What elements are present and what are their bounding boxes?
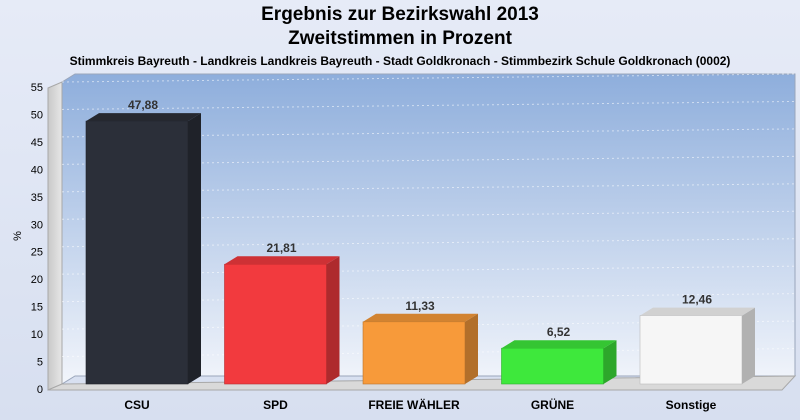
bar-side <box>742 307 755 384</box>
bar-front <box>639 315 743 385</box>
bar-top <box>501 340 617 349</box>
gridline <box>61 155 796 165</box>
bar-front <box>224 263 327 385</box>
bar-front <box>85 120 189 385</box>
y-tick-label: 10 <box>31 329 43 341</box>
y-tick-label: 25 <box>31 247 43 259</box>
gridline <box>61 210 796 220</box>
bar-value-label: 6,52 <box>547 325 571 339</box>
x-category-label: Sonstige <box>666 398 717 412</box>
bar-side <box>603 340 617 384</box>
x-category-label: GRÜNE <box>531 397 574 412</box>
y-tick-label: 50 <box>31 109 43 121</box>
y-tick-label: 20 <box>31 274 43 286</box>
bar-sonstige <box>639 307 755 385</box>
plot-side-wall <box>47 81 63 391</box>
y-tick-label: 15 <box>31 302 43 314</box>
bar-value-label: 12,46 <box>682 293 712 307</box>
y-tick-label: 55 <box>31 82 43 94</box>
chart-subtitle: Stimmkreis Bayreuth - Landkreis Landkrei… <box>69 54 731 68</box>
bar-side <box>326 256 340 384</box>
x-category-label: FREIE WÄHLER <box>368 397 460 412</box>
bar-top <box>224 256 340 265</box>
y-axis-label: % <box>12 231 24 241</box>
bar-value-label: 21,81 <box>266 241 296 255</box>
x-category-label: SPD <box>263 398 288 412</box>
bar-freie-w-hler <box>362 313 478 385</box>
gridline <box>61 128 796 138</box>
bar-spd <box>224 256 340 385</box>
gridline <box>61 293 796 303</box>
bar-front <box>501 347 604 385</box>
x-category-label: CSU <box>124 398 149 412</box>
gridline <box>61 183 796 193</box>
bar-front <box>362 321 466 385</box>
y-tick-label: 5 <box>37 357 43 369</box>
bar-top <box>86 113 201 122</box>
bar-side <box>465 313 478 384</box>
y-tick-label: 45 <box>31 137 43 149</box>
chart-title: Ergebnis zur Bezirkswahl 2013 <box>261 4 539 25</box>
gridline <box>61 238 796 248</box>
gridline <box>61 265 796 275</box>
y-tick-label: 0 <box>37 384 43 396</box>
bar-gr-ne <box>501 340 617 385</box>
bar-top <box>363 313 478 322</box>
chart-title-line2: Zweitstimmen in Prozent <box>288 28 512 49</box>
gridline <box>61 73 796 83</box>
y-tick-label: 35 <box>31 192 43 204</box>
y-tick-label: 30 <box>31 219 43 231</box>
bar-value-label: 47,88 <box>128 98 158 112</box>
bar-side <box>188 113 201 384</box>
gridline <box>61 100 796 110</box>
bar-top <box>640 307 755 316</box>
bar-value-label: 11,33 <box>405 299 435 313</box>
bar-csu <box>85 113 201 385</box>
y-tick-label: 40 <box>31 164 43 176</box>
